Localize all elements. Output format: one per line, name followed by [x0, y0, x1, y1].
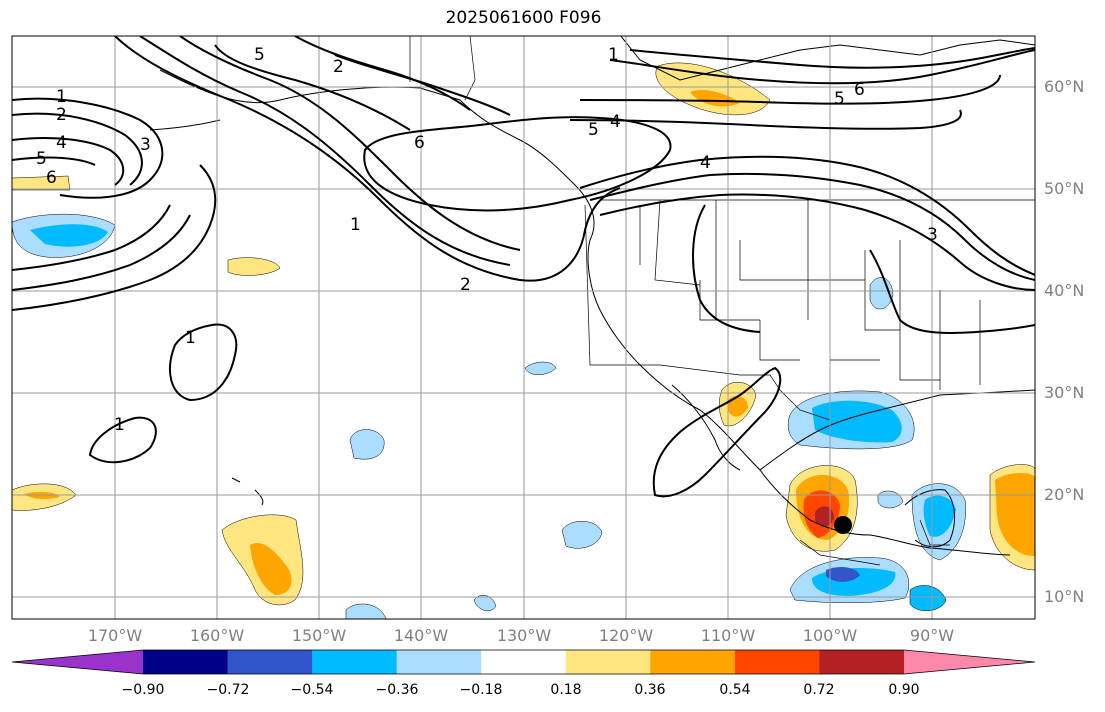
colorbar-segment	[396, 650, 482, 674]
height-contours	[12, 36, 1035, 498]
contour-label: 6	[854, 80, 865, 100]
contour-label: 6	[46, 168, 57, 188]
contour-label: 5	[588, 120, 599, 140]
contour-label: 2	[460, 275, 471, 295]
lat-label: 40°N	[1044, 281, 1085, 300]
colorbar	[11, 649, 1036, 675]
colorbar-tick-label: −0.72	[206, 682, 250, 698]
contour-label: 3	[927, 225, 938, 245]
colorbar-extension-high	[904, 650, 1035, 674]
colorbar-tick-label: −0.54	[290, 682, 334, 698]
colorbar-extension-low	[12, 650, 143, 674]
colorbar-outline	[11, 649, 1036, 675]
colorbar-tick-label: −0.18	[459, 682, 503, 698]
lon-label: 90°W	[909, 626, 955, 645]
lon-label: 140°W	[393, 626, 449, 645]
location-marker	[834, 516, 852, 534]
contour-label: 1	[608, 45, 619, 65]
lat-label: 10°N	[1044, 587, 1085, 606]
contour-label: 3	[140, 135, 151, 155]
contour-label: 4	[56, 133, 67, 153]
colorbar-segment	[143, 650, 229, 674]
lat-label: 20°N	[1044, 485, 1085, 504]
lon-label: 130°W	[496, 626, 552, 645]
colorbar-tick-label: 0.90	[888, 682, 920, 698]
colorbar-segment	[650, 650, 736, 674]
lon-label: 100°W	[802, 626, 858, 645]
colorbar-segment	[481, 650, 567, 674]
colorbar-segment	[227, 650, 313, 674]
lat-label: 50°N	[1044, 179, 1085, 198]
contour-label: 1	[350, 215, 361, 235]
contour-label: 5	[834, 89, 845, 109]
lon-label: 110°W	[700, 626, 756, 645]
contour-label: 5	[254, 45, 265, 65]
colorbar-segment	[312, 650, 398, 674]
colorbar-tick-label: 0.72	[803, 682, 835, 698]
colorbar-segment	[734, 650, 820, 674]
contour-label: 5	[36, 149, 47, 169]
colorbar-tick-label: −0.36	[375, 682, 419, 698]
colorbar-tick-label: 0.54	[719, 682, 751, 698]
contour-label: 1	[114, 415, 125, 435]
contour-label: 4	[610, 112, 621, 132]
colorbar-segment	[819, 650, 905, 674]
contour-label: 2	[56, 105, 67, 125]
lon-label: 170°W	[87, 626, 143, 645]
lon-label: 150°W	[291, 626, 347, 645]
lon-label: 120°W	[598, 626, 654, 645]
contour-label: 4	[700, 153, 711, 173]
colorbar-tick-label: 0.36	[634, 682, 666, 698]
contour-label: 1	[185, 328, 196, 348]
contour-labels: 1 2 4 5 6 3 5 2 6 1 2 5 4 5 6 4 3 1 1 1	[36, 45, 938, 435]
lat-lon-grid	[12, 36, 1035, 619]
map-title: 2025061600 F096	[445, 8, 602, 28]
colorbar-segment	[565, 650, 651, 674]
contour-label: 6	[414, 133, 425, 153]
contour-label: 2	[333, 57, 344, 77]
contour-label: 1	[56, 87, 67, 107]
lat-label: 60°N	[1044, 77, 1085, 96]
colorbar-tick-label: 0.18	[550, 682, 582, 698]
colorbar-tick-label: −0.90	[121, 682, 165, 698]
lon-label: 160°W	[189, 626, 245, 645]
lat-label: 30°N	[1044, 383, 1085, 402]
